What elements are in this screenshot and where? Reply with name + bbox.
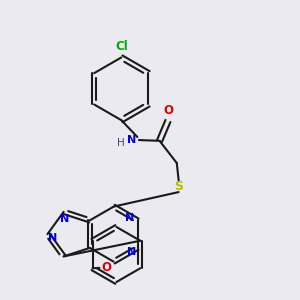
Text: O: O [101,261,111,274]
Text: S: S [174,180,183,193]
Text: N: N [48,233,57,243]
Text: N: N [128,135,137,145]
Text: O: O [163,104,173,117]
Text: N: N [127,247,136,257]
Text: Cl: Cl [115,40,128,53]
Text: H: H [117,138,125,148]
Text: N: N [125,213,134,224]
Text: N: N [60,214,69,224]
